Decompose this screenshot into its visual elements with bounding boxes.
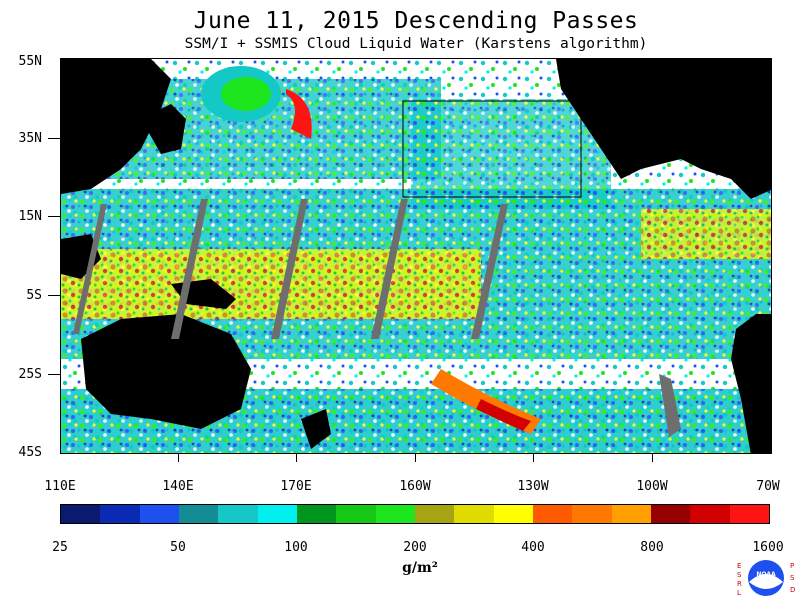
color-swatch bbox=[336, 505, 376, 523]
svg-text:L: L bbox=[737, 589, 741, 597]
lon-tick bbox=[296, 454, 297, 462]
lat-label-35n: 35N bbox=[18, 131, 42, 146]
asia-landmass bbox=[61, 59, 171, 194]
svg-text:D: D bbox=[790, 586, 795, 594]
color-swatch bbox=[611, 505, 651, 523]
lon-tick bbox=[652, 454, 653, 462]
eastern-rainband bbox=[641, 209, 771, 259]
map-svg bbox=[61, 59, 771, 453]
color-swatch bbox=[257, 505, 297, 523]
missing-data-swaths bbox=[73, 199, 681, 437]
color-swatch bbox=[650, 505, 691, 523]
color-swatch bbox=[572, 505, 612, 523]
lat-label-45s: 45S bbox=[18, 445, 42, 460]
lat-tick bbox=[48, 374, 60, 375]
lon-label-140e: 140E bbox=[162, 479, 194, 494]
color-swatch bbox=[493, 505, 533, 523]
lat-label-15n: 15N bbox=[18, 209, 42, 224]
itcz-rainband bbox=[61, 249, 481, 319]
analysis-box bbox=[402, 100, 582, 198]
color-swatch bbox=[729, 505, 769, 523]
color-swatch bbox=[414, 505, 455, 523]
australia-landmass bbox=[81, 314, 251, 429]
north-america-landmass bbox=[556, 59, 771, 199]
scale-label-50: 50 bbox=[170, 540, 186, 555]
color-swatch bbox=[532, 505, 573, 523]
color-swatch bbox=[218, 505, 258, 523]
northeast-pacific-clouds bbox=[411, 99, 611, 209]
svg-text:S: S bbox=[790, 574, 795, 582]
units-label: g/m² bbox=[402, 560, 438, 576]
lon-tick bbox=[178, 454, 179, 462]
color-swatch bbox=[178, 505, 219, 523]
scale-label-800: 800 bbox=[640, 540, 664, 555]
lat-label-5s: 5S bbox=[26, 288, 42, 303]
lat-label-25s: 25S bbox=[18, 367, 42, 382]
scale-label-200: 200 bbox=[403, 540, 427, 555]
lon-tick bbox=[415, 454, 416, 462]
lat-tick bbox=[48, 216, 60, 217]
lon-label-160w: 160W bbox=[399, 479, 431, 494]
lat-label-55n: 55N bbox=[18, 54, 42, 69]
lat-tick bbox=[48, 295, 60, 296]
page-title: June 11, 2015 Descending Passes bbox=[193, 8, 639, 34]
noaa-logo-text: NOAA bbox=[756, 571, 776, 578]
lon-label-70w: 70W bbox=[756, 479, 780, 494]
color-swatch bbox=[454, 505, 494, 523]
color-scale-bar bbox=[60, 504, 770, 524]
scale-label-100: 100 bbox=[284, 540, 308, 555]
typhoon-core bbox=[221, 77, 271, 111]
svg-text:E: E bbox=[737, 562, 741, 570]
color-swatch bbox=[100, 505, 140, 523]
scale-label-400: 400 bbox=[521, 540, 545, 555]
lon-label-100w: 100W bbox=[636, 479, 668, 494]
frontal-core bbox=[476, 399, 531, 431]
japan-landmass bbox=[141, 104, 186, 154]
page-subtitle: SSM/I + SSMIS Cloud Liquid Water (Karste… bbox=[184, 36, 648, 52]
svg-text:S: S bbox=[737, 571, 742, 579]
lon-label-170e: 170E bbox=[280, 479, 312, 494]
scale-label-25: 25 bbox=[52, 540, 68, 555]
lon-label-110e: 110E bbox=[44, 479, 76, 494]
lon-tick bbox=[533, 454, 534, 462]
svg-text:R: R bbox=[737, 580, 742, 588]
noaa-bird-icon bbox=[749, 574, 783, 589]
color-swatch bbox=[296, 505, 337, 523]
scale-label-1600: 1600 bbox=[752, 540, 784, 555]
svg-text:P: P bbox=[790, 562, 794, 570]
storm-band-north bbox=[286, 89, 312, 139]
color-swatch bbox=[690, 505, 730, 523]
cloud-liquid-water-map bbox=[60, 58, 772, 454]
new-zealand-landmass bbox=[301, 409, 331, 449]
color-swatch bbox=[139, 505, 179, 523]
south-america-landmass bbox=[731, 314, 771, 453]
lon-label-130w: 130W bbox=[517, 479, 549, 494]
lat-tick bbox=[48, 138, 60, 139]
color-swatch bbox=[375, 505, 415, 523]
color-swatch bbox=[61, 505, 101, 523]
